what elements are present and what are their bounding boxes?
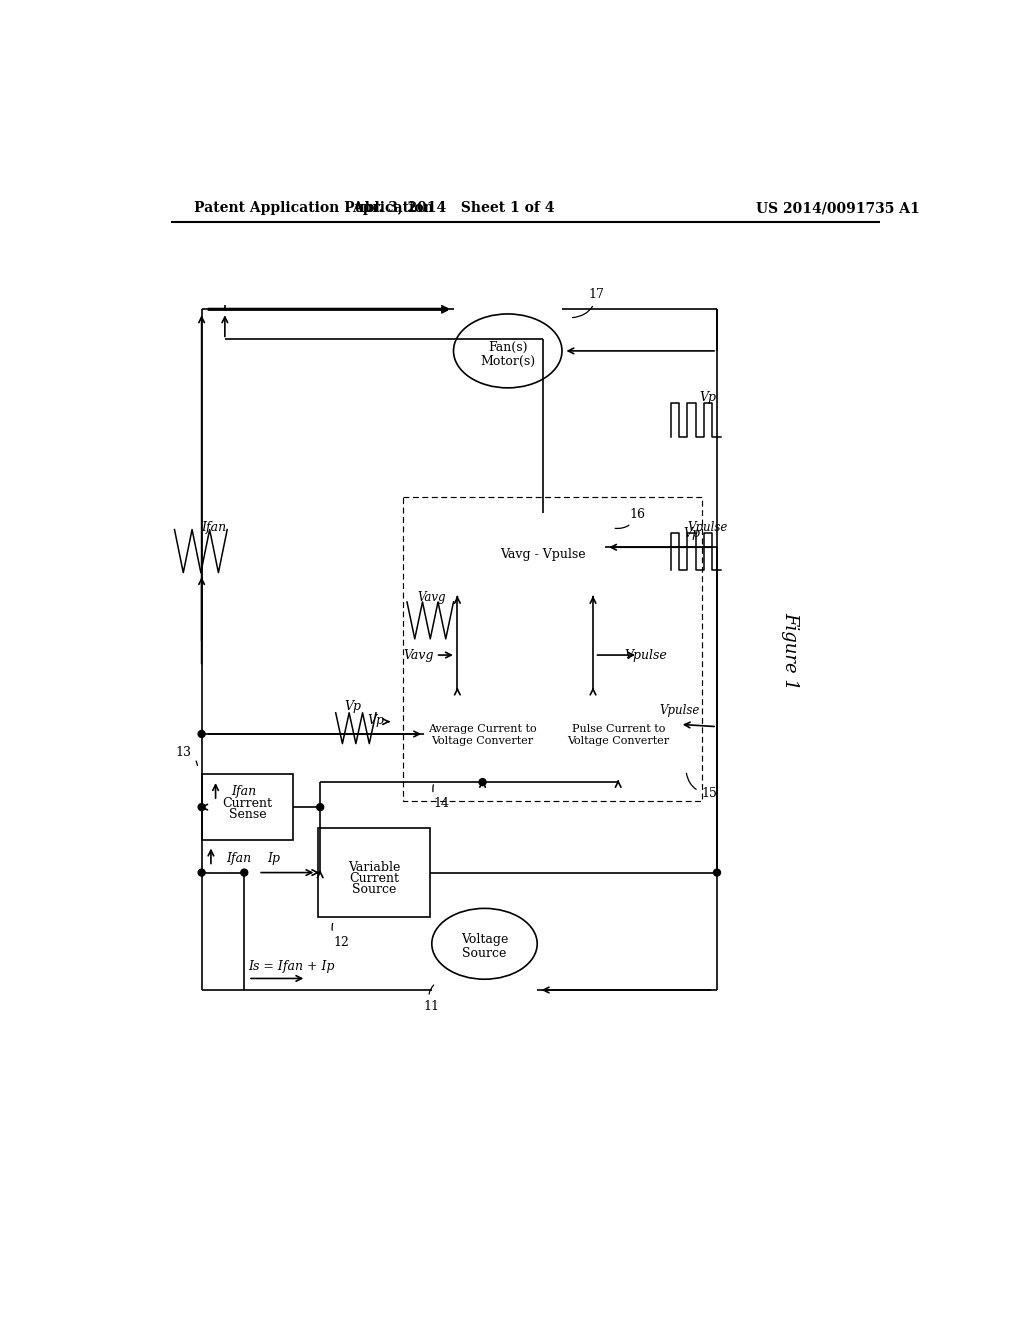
Text: Vavg - Vpulse: Vavg - Vpulse [500,548,586,561]
Bar [403,498,701,801]
Circle shape [198,730,205,738]
Bar [202,775,293,840]
Circle shape [198,804,205,810]
Text: 11: 11 [424,985,439,1012]
Text: Figure 1: Figure 1 [781,612,800,690]
Text: Vp: Vp [368,714,384,726]
Text: Vp: Vp [344,700,361,713]
Text: Average Current to: Average Current to [428,725,537,734]
Circle shape [479,779,486,785]
Bar [423,689,543,779]
Text: Source: Source [462,946,507,960]
Text: 13: 13 [176,746,198,766]
Text: Fan(s): Fan(s) [488,342,527,354]
Bar [480,512,604,597]
Text: Apr. 3, 2014   Sheet 1 of 4: Apr. 3, 2014 Sheet 1 of 4 [352,202,555,215]
Circle shape [714,869,721,876]
Text: Ifan: Ifan [231,785,256,799]
Text: Current: Current [222,797,272,809]
Text: Voltage Converter: Voltage Converter [431,737,534,746]
Bar [558,689,678,779]
Text: Vavg: Vavg [418,591,446,603]
Text: Vp: Vp [699,391,716,404]
Text: 17: 17 [572,288,605,318]
Circle shape [316,804,324,810]
Text: 12: 12 [332,924,349,949]
Text: US 2014/0091735 A1: US 2014/0091735 A1 [756,202,920,215]
Circle shape [198,869,205,876]
Text: Vavg: Vavg [403,648,434,661]
Text: Pulse Current to: Pulse Current to [571,725,665,734]
Text: Motor(s): Motor(s) [480,355,536,368]
Text: Current: Current [349,873,399,886]
Text: Ifan: Ifan [226,853,252,865]
Circle shape [241,869,248,876]
Text: Vpulse: Vpulse [659,704,700,717]
Text: Source: Source [352,883,396,896]
Text: Vp: Vp [683,527,700,540]
Bar [317,829,430,917]
Text: 16: 16 [615,508,645,528]
Text: Voltage Converter: Voltage Converter [567,737,670,746]
Text: Vpulse: Vpulse [687,521,728,535]
Text: Ip: Ip [267,853,281,865]
Text: Variable: Variable [348,862,400,874]
Text: Is = Ifan + Ip: Is = Ifan + Ip [248,961,335,973]
Text: 14: 14 [433,785,450,810]
Text: Voltage: Voltage [461,933,508,946]
Ellipse shape [454,314,562,388]
Text: Sense: Sense [228,808,266,821]
Text: Vpulse: Vpulse [624,648,667,661]
Text: Patent Application Publication: Patent Application Publication [194,202,433,215]
Text: Ifan: Ifan [202,521,226,535]
Text: 15: 15 [686,774,717,800]
Ellipse shape [432,908,538,979]
